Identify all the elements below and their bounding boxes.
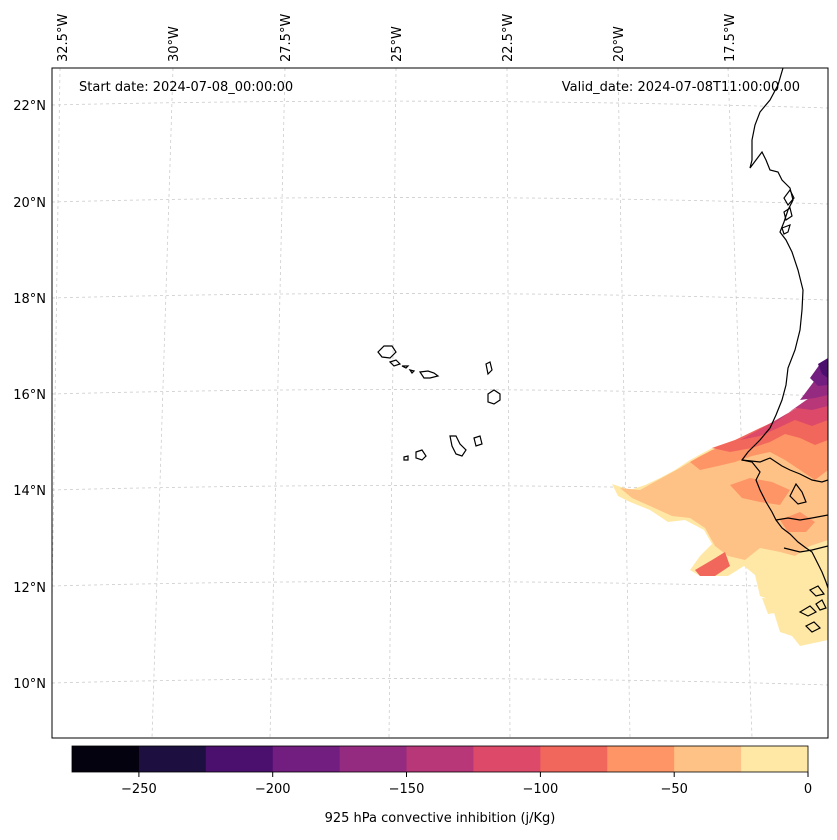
map-area <box>52 68 828 738</box>
bijagos-isle-3 <box>815 599 827 611</box>
coastal-inlet <box>789 482 807 505</box>
island-santa-luzia <box>401 365 410 369</box>
island-sao-vicente <box>388 359 402 367</box>
colorbar-segment-9 <box>674 746 742 772</box>
cin-band-50-inner2 <box>780 512 815 532</box>
cb-tick-label-250: −250 <box>121 782 157 797</box>
island-fogo <box>415 449 427 461</box>
island-santo-antao <box>377 345 397 359</box>
lon-label-30w: 30°W <box>167 26 182 62</box>
colorbar-segment-7 <box>540 746 608 772</box>
colorbar-segment-4 <box>339 746 408 772</box>
colorbar-segment-5 <box>406 746 474 772</box>
bijagos-isle-4 <box>808 585 826 597</box>
bijagos-isle-2 <box>804 621 822 633</box>
lat-label-20n: 20°N <box>13 196 46 211</box>
island-ilheu <box>408 369 416 374</box>
cb-tick-label-50: −50 <box>660 782 687 797</box>
bijagos-isle-1 <box>798 605 818 617</box>
cin-band-75-south <box>695 552 730 576</box>
colorbar-frame <box>71 745 809 773</box>
meridian-17-5w <box>727 68 753 738</box>
colorbar-segment-0 <box>72 746 140 772</box>
parallel-10n <box>52 678 828 686</box>
map-frame <box>51 67 829 739</box>
island-maio <box>473 435 483 447</box>
parallel-12n <box>52 581 828 589</box>
colorbar-segment-8 <box>607 746 675 772</box>
colorbar-segment-3 <box>272 746 341 772</box>
lon-label-22-5w: 22.5°W <box>501 14 516 62</box>
valid-date-label: Valid_date: 2024-07-08T11:00:00.00 <box>562 80 800 95</box>
cin-contours <box>612 358 828 646</box>
coastline <box>740 68 828 633</box>
lon-label-25w: 25°W <box>390 26 405 62</box>
island-brava <box>403 455 409 461</box>
cin-band-75 <box>712 392 828 452</box>
longitude-labels: 32.5°W 30°W 27.5°W 25°W 22.5°W 20°W 17.5… <box>56 14 738 62</box>
colorbar <box>72 746 809 772</box>
lat-label-14n: 14°N <box>13 484 46 499</box>
africa-coast <box>740 68 828 589</box>
meridian-22-5w <box>506 68 511 738</box>
lat-label-10n: 10°N <box>13 677 46 692</box>
island-boa-vista <box>487 389 501 405</box>
colorbar-segment-1 <box>138 746 207 772</box>
cb-tick-label-150: −150 <box>389 782 425 797</box>
start-date-label: Start date: 2024-07-08_00:00:00 <box>79 80 293 95</box>
lat-label-12n: 12°N <box>13 581 46 596</box>
cb-tick-label-100: −100 <box>523 782 559 797</box>
lat-label-18n: 18°N <box>13 292 46 307</box>
lon-label-17-5w: 17.5°W <box>723 14 738 62</box>
lon-label-32-5w: 32.5°W <box>56 14 71 62</box>
lon-label-27-5w: 27.5°W <box>279 14 294 62</box>
lat-label-22n: 22°N <box>13 99 46 114</box>
island-sal <box>485 361 493 376</box>
colorbar-segment-2 <box>205 746 274 772</box>
island-santiago <box>449 435 467 457</box>
guinea-coast-islands <box>783 545 828 553</box>
lon-label-20w: 20°W <box>612 26 627 62</box>
cin-band-0-patch <box>762 598 785 614</box>
graticule <box>52 68 828 738</box>
cb-tick-label-200: −200 <box>255 782 291 797</box>
parallel-22n <box>52 100 828 109</box>
coastal-islet-a <box>783 207 793 221</box>
meridian-27-5w <box>269 68 286 738</box>
cin-band-50-inner <box>730 478 790 505</box>
colorbar-segment-6 <box>473 746 541 772</box>
meridian-30w <box>151 68 174 738</box>
coastal-islet-b <box>781 224 791 235</box>
meridian-20w <box>617 68 631 738</box>
cb-tick-label-0: 0 <box>804 782 812 797</box>
parallel-14n <box>52 485 828 493</box>
parallel-18n <box>52 293 828 301</box>
colorbar-label: 925 hPa convective inhibition (j/Kg) <box>325 811 556 826</box>
gambia-river-border <box>741 457 828 483</box>
latitude-labels: 22°N 20°N 18°N 16°N 14°N 12°N 10°N <box>13 99 46 692</box>
meridian-25w <box>388 68 397 738</box>
colorbar-ticks: −250 −200 −150 −100 −50 0 <box>121 772 812 797</box>
colorbar-segment-10 <box>741 746 809 772</box>
lat-label-16n: 16°N <box>13 388 46 403</box>
cape-verde-islands <box>377 345 501 461</box>
parallel-20n <box>52 197 828 205</box>
island-sao-nicolau <box>418 370 440 379</box>
guinea-bissau-border <box>775 514 828 521</box>
parallel-16n <box>52 389 828 397</box>
banc-arguin-isle <box>783 188 795 207</box>
cin-band-200 <box>818 358 828 378</box>
